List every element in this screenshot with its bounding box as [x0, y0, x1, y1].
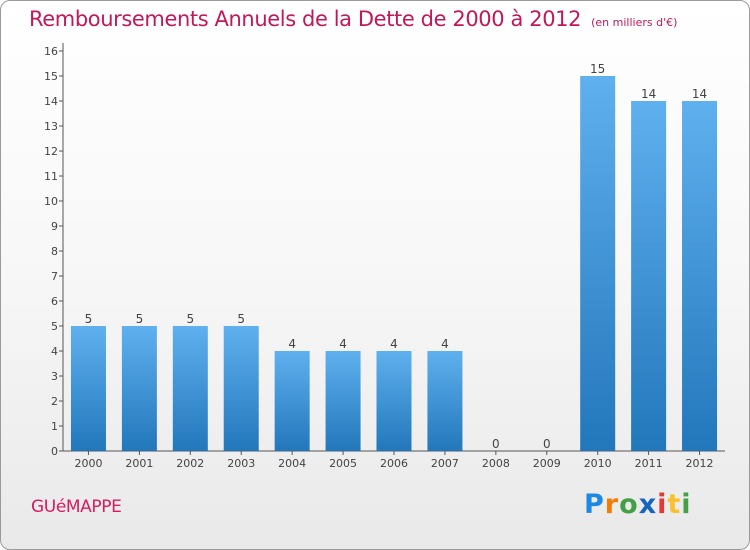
y-tick-label: 16: [44, 45, 58, 58]
x-tick-label: 2009: [533, 457, 561, 470]
x-tick-label: 2003: [227, 457, 255, 470]
bar: [121, 326, 157, 451]
bar: [376, 351, 412, 451]
y-tick-label: 13: [44, 120, 58, 133]
y-tick-label: 15: [44, 70, 58, 83]
logo-letter: P: [584, 489, 605, 520]
proxiti-logo: Proxiti: [584, 489, 692, 520]
x-tick-label: 2004: [278, 457, 306, 470]
y-tick-label: 5: [51, 320, 58, 333]
y-tick-label: 3: [51, 370, 58, 383]
logo-letter: i: [657, 489, 668, 520]
y-tick-label: 2: [51, 395, 58, 408]
logo-letter: i: [681, 489, 692, 520]
bar: [223, 326, 259, 451]
bar-value-label: 5: [186, 312, 194, 326]
logo-letter: t: [667, 489, 682, 520]
bar-value-label: 5: [237, 312, 245, 326]
chart-subtitle: (en milliers d'€): [591, 16, 678, 29]
bar: [325, 351, 361, 451]
commune-name: GUéMAPPE: [31, 497, 122, 517]
bar: [631, 101, 667, 451]
bar: [682, 101, 718, 451]
logo-letter: o: [619, 489, 639, 520]
x-tick-label: 2010: [584, 457, 612, 470]
chart-title-text: Remboursements Annuels de la Dette de 20…: [29, 7, 582, 31]
x-tick-label: 2001: [125, 457, 153, 470]
x-tick-label: 2012: [686, 457, 714, 470]
bar-value-label: 4: [339, 337, 347, 351]
bar: [172, 326, 208, 451]
x-tick-label: 2008: [482, 457, 510, 470]
bar-value-label: 14: [641, 87, 656, 101]
bar-value-label: 0: [492, 437, 500, 451]
bar-value-label: 5: [85, 312, 93, 326]
bar-value-label: 5: [136, 312, 144, 326]
bar: [580, 76, 616, 451]
bar-value-label: 0: [543, 437, 551, 451]
logo-letter: x: [638, 489, 658, 520]
y-tick-label: 11: [44, 170, 58, 183]
bar: [274, 351, 310, 451]
y-tick-label: 10: [44, 195, 58, 208]
x-tick-label: 2011: [635, 457, 663, 470]
x-tick-label: 2005: [329, 457, 357, 470]
y-tick-label: 12: [44, 145, 58, 158]
bar: [70, 326, 106, 451]
y-tick-label: 14: [44, 95, 58, 108]
chart-title: Remboursements Annuels de la Dette de 20…: [29, 7, 677, 31]
y-tick-label: 4: [51, 345, 58, 358]
y-tick-label: 6: [51, 295, 58, 308]
y-tick-label: 9: [51, 220, 58, 233]
logo-letter: r: [604, 489, 620, 520]
y-tick-label: 1: [51, 420, 58, 433]
bar-value-label: 4: [441, 337, 449, 351]
x-tick-label: 2006: [380, 457, 408, 470]
bar-value-label: 4: [390, 337, 398, 351]
bar-value-label: 15: [590, 62, 605, 76]
y-tick-label: 0: [51, 445, 58, 458]
y-tick-label: 8: [51, 245, 58, 258]
x-tick-label: 2000: [74, 457, 102, 470]
x-tick-label: 2007: [431, 457, 459, 470]
bar: [427, 351, 463, 451]
bar-value-label: 4: [288, 337, 296, 351]
x-tick-label: 2002: [176, 457, 204, 470]
y-tick-label: 7: [51, 270, 58, 283]
bar-value-label: 14: [692, 87, 707, 101]
